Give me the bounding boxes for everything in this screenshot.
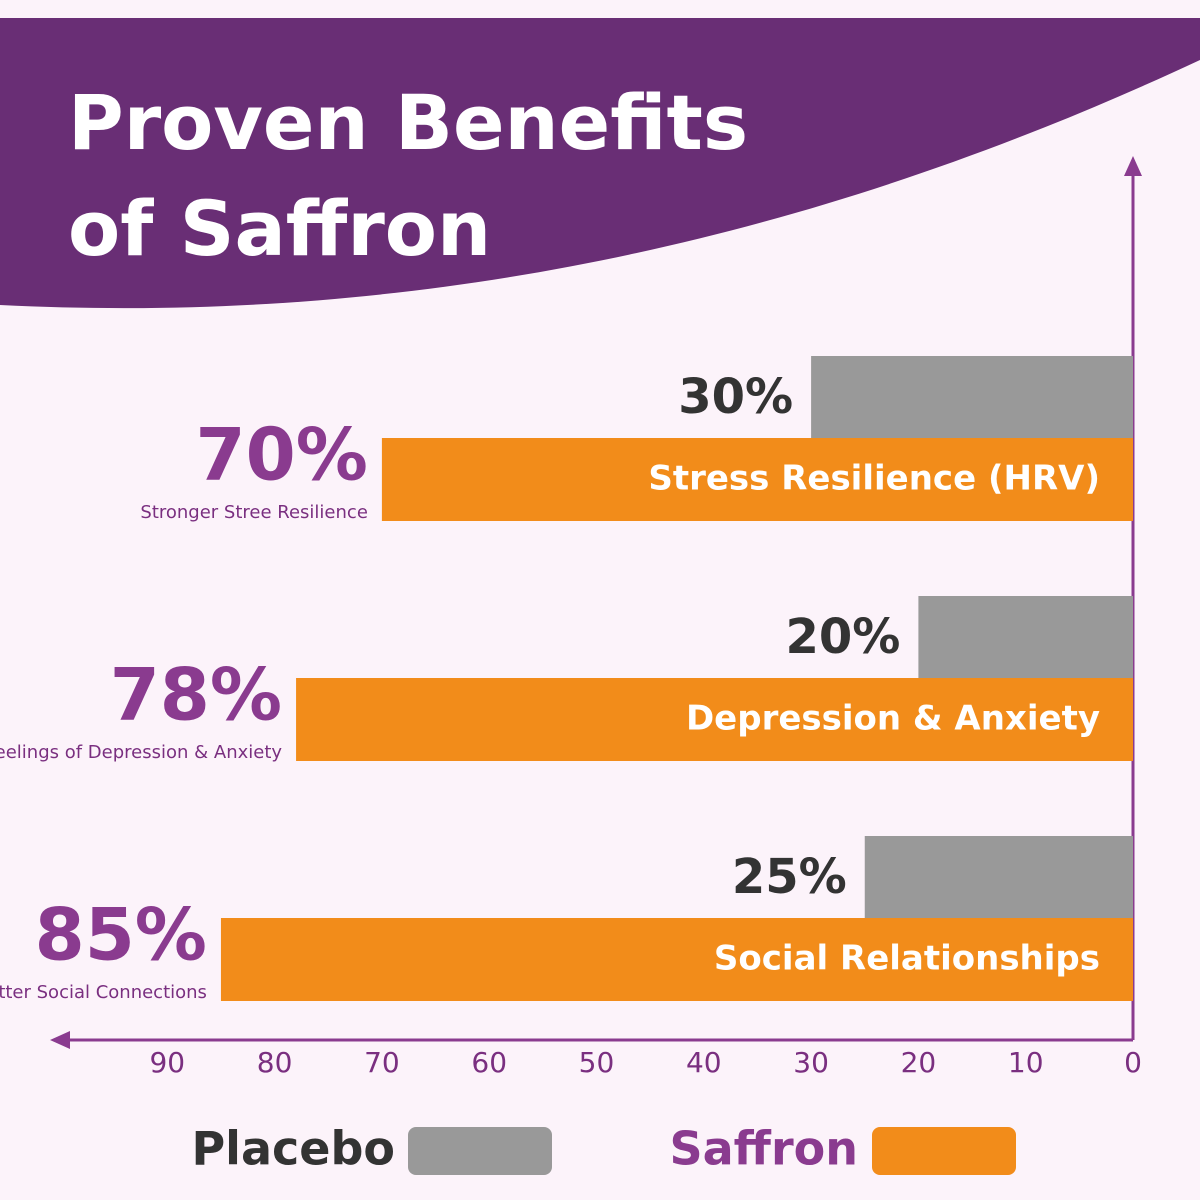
header-band [0,18,1200,309]
x-tick-label: 20 [901,1046,937,1079]
bar [381,438,1133,521]
x-tick-label: 80 [257,1046,293,1079]
value-label: 85% [35,893,207,977]
value-label: 25% [732,849,847,905]
category-label: Stress Resilience (HRV) [648,459,1100,499]
x-tick-label: 90 [149,1046,185,1079]
value-label: 20% [786,609,901,665]
bar [864,836,1133,918]
value-label: 30% [678,369,793,425]
category-note: Stronger Stree Resilience [140,502,368,523]
x-tick-label: 50 [579,1046,615,1079]
category-note: Reduced Feelings of Depression & Anxiety [0,742,282,763]
bar [296,678,1133,761]
bar [220,918,1133,1001]
x-tick-label: 10 [1008,1046,1044,1079]
bar [918,596,1133,678]
x-tick-label: 40 [686,1046,722,1079]
axis-arrow [50,1031,70,1049]
chart-title: Proven Benefits of Saffron [68,78,749,273]
bar [811,356,1133,438]
legend-swatch [408,1127,552,1175]
x-tick-label: 60 [471,1046,507,1079]
x-tick-label: 0 [1124,1046,1142,1079]
legend-label: Saffron [670,1122,858,1176]
legend-swatch [872,1127,1016,1175]
value-label: 78% [110,653,282,737]
category-label: Depression & Anxiety [686,699,1100,739]
category-label: Social Relationships [714,939,1100,979]
x-tick-label: 30 [793,1046,829,1079]
legend-label: Placebo [191,1122,395,1176]
category-note: Better Social Connections [0,982,207,1003]
x-tick-label: 70 [364,1046,400,1079]
axis-arrow [1124,156,1142,176]
value-label: 70% [196,413,368,497]
